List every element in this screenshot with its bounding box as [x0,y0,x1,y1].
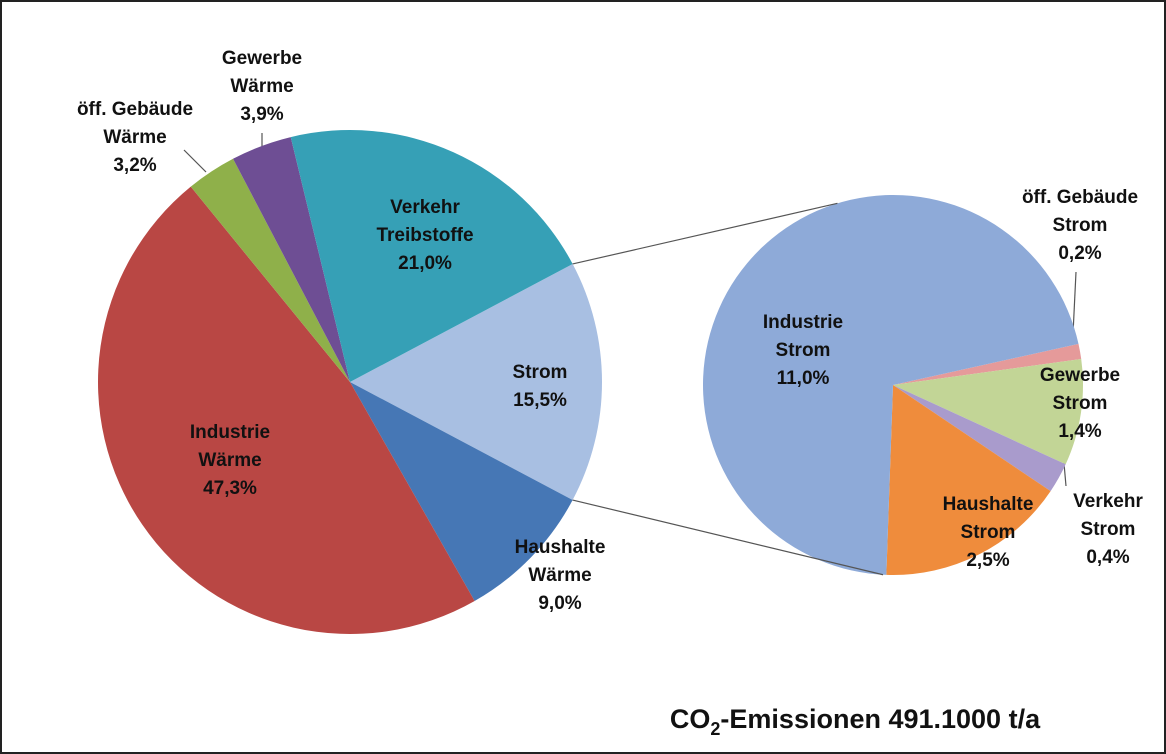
value-label: 3,9% [240,104,283,125]
label-line: Strom [1081,519,1136,540]
slice-label: Verkehr Treibstoffe 21,0% [376,197,473,274]
label-line: Wärme [230,76,293,97]
value-label: 11,0% [777,368,830,389]
pie-slice [290,130,573,382]
label-line: Verkehr [1073,491,1143,512]
label-line: öff. Gebäude [1022,187,1138,208]
connector-line [572,202,838,265]
label-line: Strom [513,362,568,383]
label-line: Wärme [528,565,591,586]
slice-label: Strom 15,5% [513,362,568,411]
pie-slice [350,263,602,501]
slice-label: öff. Gebäude Wärme 3,2% [77,99,193,176]
leader-line [1072,271,1077,335]
slice-label: Gewerbe Strom 1,4% [1040,365,1120,442]
slice-label: Industrie Wärme 47,3% [190,422,270,499]
slice-label: Gewerbe Wärme 3,9% [222,48,302,125]
value-label: 21,0% [398,253,452,274]
label-line: Industrie [763,312,843,333]
value-label: 2,5% [966,550,1009,571]
label-line: Haushalte [515,537,606,558]
value-label: 0,2% [1058,243,1101,264]
pie-slice [886,385,1051,575]
leader-line [183,149,207,173]
title-part: CO [670,704,711,734]
label-line: Wärme [198,450,261,471]
label-line: öff. Gebäude [77,99,193,120]
value-label: 47,3% [203,478,257,499]
slice-label: Verkehr Strom 0,4% [1073,491,1143,568]
label-line: Treibstoffe [376,225,473,246]
pie-slice [350,382,573,602]
title-part: -Emissionen 491.1000 t/a [720,704,1041,734]
slice-label: Haushalte Wärme 9,0% [515,537,606,614]
pie-slice [190,158,350,382]
pie-slice [893,343,1082,385]
label-line: Strom [961,522,1016,543]
pie-slice [97,186,475,635]
value-label: 1,4% [1058,421,1101,442]
leader-lines [183,133,1077,487]
pie-slice [703,195,1079,575]
slice-label: Haushalte Strom 2,5% [943,494,1034,571]
label-line: Strom [1053,393,1108,414]
label-line: Strom [1053,215,1108,236]
chart-title: CO2-Emissionen 491.1000 t/a [670,704,1041,739]
label-line: Verkehr [390,197,460,218]
pie-slice [233,137,350,382]
value-label: 9,0% [538,593,581,614]
title-sub: 2 [710,719,720,739]
label-line: Wärme [103,127,166,148]
value-label: 0,4% [1086,547,1129,568]
label-line: Haushalte [943,494,1034,515]
label-line: Gewerbe [1040,365,1120,386]
label-line: Gewerbe [222,48,302,69]
pie-slice [893,359,1083,465]
slice-label: öff. Gebäude Strom 0,2% [1022,187,1138,264]
slice-label: Industrie Strom 11,0% [763,312,843,389]
value-label: 3,2% [113,155,156,176]
value-label: 15,5% [513,390,567,411]
label-line: Strom [776,340,831,361]
pie-slice [893,385,1066,492]
label-line: Industrie [190,422,270,443]
connector-line [572,499,884,576]
